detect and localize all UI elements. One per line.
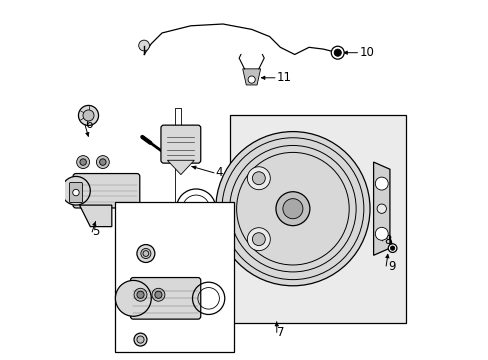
- Circle shape: [283, 199, 303, 219]
- Text: 10: 10: [359, 46, 373, 59]
- Text: 5: 5: [92, 225, 99, 238]
- Bar: [230, 116, 405, 323]
- Circle shape: [247, 228, 270, 251]
- FancyBboxPatch shape: [161, 125, 201, 163]
- Circle shape: [96, 156, 109, 168]
- Circle shape: [73, 189, 79, 196]
- Text: 9: 9: [387, 260, 395, 273]
- Text: 8: 8: [384, 234, 391, 247]
- Circle shape: [137, 244, 155, 262]
- Circle shape: [115, 280, 151, 316]
- Circle shape: [77, 156, 89, 168]
- Circle shape: [139, 40, 149, 51]
- Circle shape: [61, 176, 90, 205]
- Text: 11: 11: [276, 71, 291, 84]
- Circle shape: [247, 167, 270, 190]
- Circle shape: [389, 246, 394, 250]
- Polygon shape: [167, 160, 194, 175]
- Circle shape: [195, 204, 204, 213]
- FancyBboxPatch shape: [73, 174, 140, 208]
- Circle shape: [275, 192, 309, 226]
- Text: 1: 1: [198, 311, 205, 325]
- Text: 7: 7: [276, 326, 284, 339]
- Text: 6: 6: [85, 118, 92, 131]
- FancyBboxPatch shape: [69, 183, 82, 203]
- Circle shape: [330, 46, 344, 59]
- Circle shape: [252, 172, 265, 185]
- Circle shape: [152, 288, 164, 301]
- Circle shape: [252, 233, 265, 246]
- Circle shape: [333, 49, 341, 56]
- Text: 4: 4: [215, 166, 223, 179]
- Circle shape: [247, 76, 255, 83]
- Circle shape: [83, 110, 94, 121]
- Circle shape: [141, 248, 151, 258]
- Circle shape: [137, 291, 144, 298]
- FancyBboxPatch shape: [130, 278, 201, 319]
- Circle shape: [374, 227, 387, 240]
- Text: 3: 3: [176, 245, 183, 258]
- Bar: [115, 202, 233, 352]
- Circle shape: [100, 159, 106, 165]
- Circle shape: [215, 132, 369, 286]
- Circle shape: [78, 105, 99, 126]
- Circle shape: [376, 204, 386, 213]
- Polygon shape: [80, 205, 112, 226]
- Polygon shape: [373, 162, 389, 255]
- Circle shape: [134, 288, 147, 301]
- Circle shape: [134, 333, 147, 346]
- Circle shape: [387, 244, 396, 252]
- Text: 2: 2: [162, 337, 169, 350]
- Polygon shape: [242, 69, 260, 85]
- Circle shape: [374, 177, 387, 190]
- Circle shape: [155, 291, 162, 298]
- Circle shape: [137, 336, 144, 343]
- Circle shape: [80, 159, 86, 165]
